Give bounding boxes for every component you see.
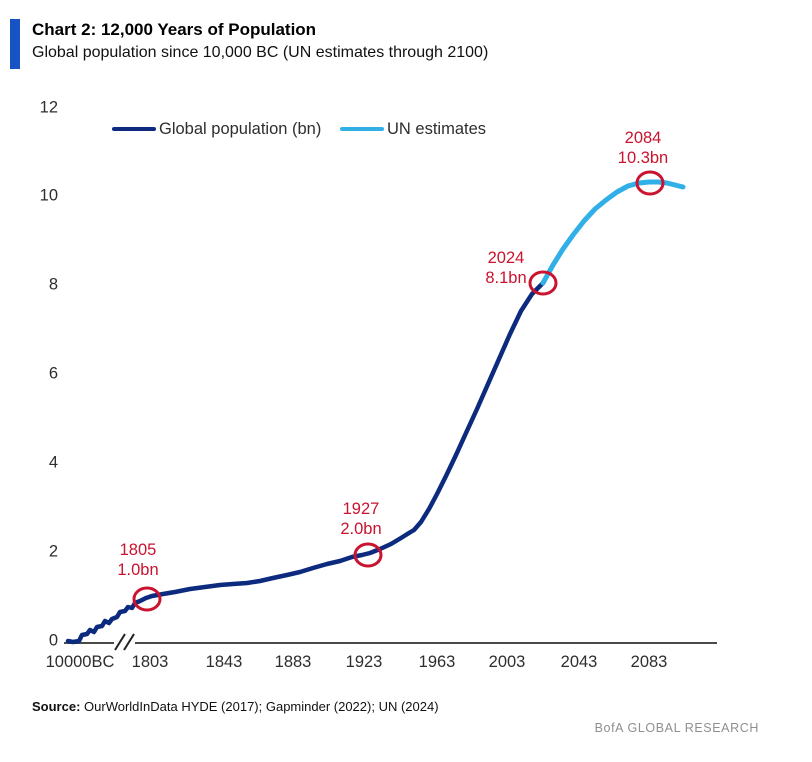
source-prefix: Source: (32, 699, 81, 714)
legend-item-global-population: Global population (bn) (112, 120, 321, 138)
source-text: OurWorldInData HYDE (2017); Gapminder (2… (80, 699, 439, 714)
annotation-1927: 1927 2.0bn (340, 499, 381, 539)
highlight-circle (132, 586, 162, 612)
y-tick-label: 6 (48, 364, 58, 383)
y-tick-label: 10 (39, 186, 58, 205)
x-tick-label: 1963 (418, 653, 456, 671)
annotation-2084: 2084 10.3bn (618, 128, 668, 168)
population-line-swatch (112, 127, 156, 131)
legend-item-un-estimates: UN estimates (340, 120, 486, 138)
y-tick-label: 4 (48, 453, 58, 472)
global-population-line (65, 280, 546, 645)
x-tick-label: 2043 (560, 653, 598, 671)
y-tick-label: 0 (48, 631, 58, 650)
chart-title: Chart 2: 12,000 Years of Population (32, 20, 317, 39)
annotation-year: 1927 (342, 500, 380, 518)
annotation-value: 8.1bn (485, 269, 527, 287)
annotation-value: 2.0bn (340, 520, 382, 538)
legend-label: Global population (bn) (159, 119, 322, 138)
chart-subtitle: Global population since 10,000 BC (UN es… (32, 44, 489, 61)
x-tick-label: 10000BC (45, 653, 115, 671)
highlight-circle (353, 542, 383, 568)
annotation-value: 1.0bn (117, 561, 159, 579)
x-tick-label: 1883 (274, 653, 312, 671)
annotation-year: 2024 (487, 249, 525, 267)
x-tick-label: 2083 (630, 653, 668, 671)
x-tick-label: 1843 (205, 653, 243, 671)
y-tick-label: 12 (39, 98, 58, 117)
x-tick-label: 2003 (488, 653, 526, 671)
title-accent-bar (10, 19, 20, 69)
axis-break-slash (123, 633, 135, 651)
annotation-year: 2084 (624, 129, 662, 147)
y-tick-label: 8 (48, 275, 58, 294)
annotation-1805: 1805 1.0bn (117, 540, 158, 580)
annotation-2024: 2024 8.1bn (485, 248, 526, 288)
un-estimates-line-swatch (340, 127, 384, 131)
y-tick-label: 2 (48, 542, 58, 561)
highlight-circle (635, 170, 665, 196)
axis-break-slash (114, 633, 126, 651)
un-estimates-line (540, 179, 686, 286)
annotation-value: 10.3bn (617, 149, 669, 167)
legend-label: UN estimates (387, 119, 487, 138)
annotation-year: 1805 (119, 541, 157, 559)
x-tick-label: 1803 (131, 653, 169, 671)
x-tick-label: 1923 (345, 653, 383, 671)
bofa-global-research-brand: BofA GLOBAL RESEARCH (594, 721, 759, 735)
highlight-circle (528, 270, 558, 296)
source-note: Source: OurWorldInData HYDE (2017); Gapm… (32, 699, 439, 714)
